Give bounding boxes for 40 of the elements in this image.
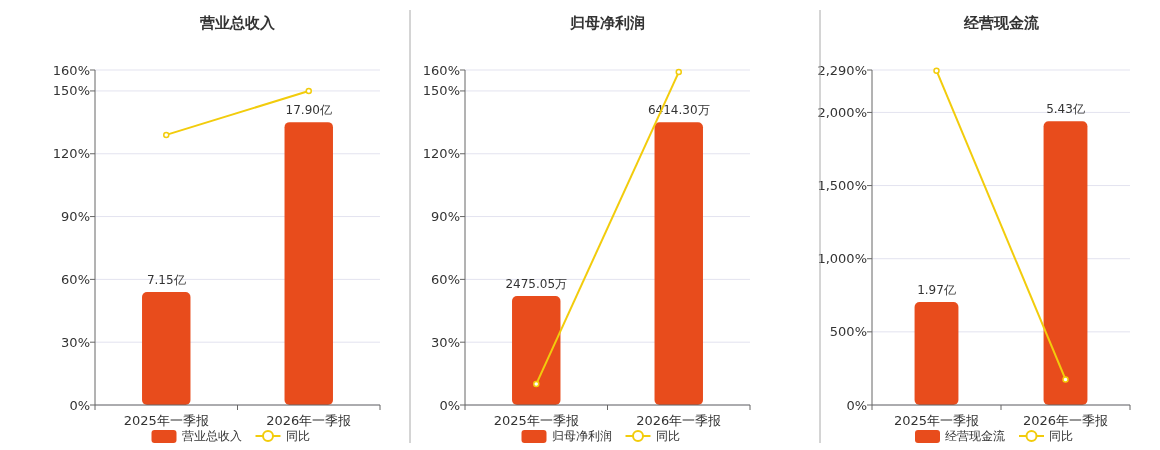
chart-title: 经营现金流 (962, 14, 1040, 32)
x-tick-label: 2025年一季报 (493, 413, 579, 428)
x-tick-label: 2026年一季报 (1022, 413, 1109, 428)
y-tick-label: 2,290% (817, 62, 867, 78)
y-tick-label: 500% (829, 324, 867, 340)
y-tick-label: 30% (61, 334, 90, 350)
y-tick-label: 60% (431, 271, 460, 287)
data-label: 1.97亿 (917, 283, 956, 298)
y-tick-label: 60% (61, 271, 90, 287)
data-label: 17.90亿 (285, 103, 332, 118)
x-tick-label: 2025年一季报 (123, 413, 209, 428)
y-tick-label: 0% (69, 397, 90, 413)
x-tick-label: 2026年一季报 (636, 413, 722, 428)
x-tick-label: 2026年一季报 (266, 413, 352, 428)
legend-label: 同比 (655, 429, 680, 444)
x-tick-label: 2025年一季报 (893, 413, 980, 428)
y-tick-label: 120% (422, 146, 460, 162)
legend-label: 同比 (285, 429, 310, 444)
chart-title: 归母净利润 (569, 14, 645, 32)
y-tick-label: 90% (61, 209, 90, 225)
y-tick-label: 160% (422, 62, 460, 78)
data-label: 7.15亿 (146, 273, 186, 288)
y-tick-label: 120% (52, 146, 90, 162)
y-tick-label: 1,000% (817, 251, 867, 267)
y-tick-label: 0% (439, 397, 460, 413)
y-tick-label: 160% (52, 62, 90, 78)
legend-label: 同比 (1049, 429, 1073, 444)
y-tick-label: 1,500% (817, 178, 867, 194)
y-tick-label: 30% (431, 334, 460, 350)
y-tick-label: 90% (431, 209, 460, 225)
y-tick-label: 0% (846, 397, 867, 413)
data-label: 5.43亿 (1046, 102, 1085, 117)
legend-label: 归母净利润 (551, 429, 612, 444)
y-tick-label: 150% (422, 83, 460, 99)
y-tick-label: 150% (52, 83, 90, 99)
legend-label: 经营现金流 (945, 429, 1005, 444)
data-label: 2475.05万 (505, 276, 568, 291)
chart-title: 营业总收入 (199, 14, 276, 32)
legend-label: 营业总收入 (181, 429, 242, 444)
y-tick-label: 2,000% (817, 104, 867, 120)
